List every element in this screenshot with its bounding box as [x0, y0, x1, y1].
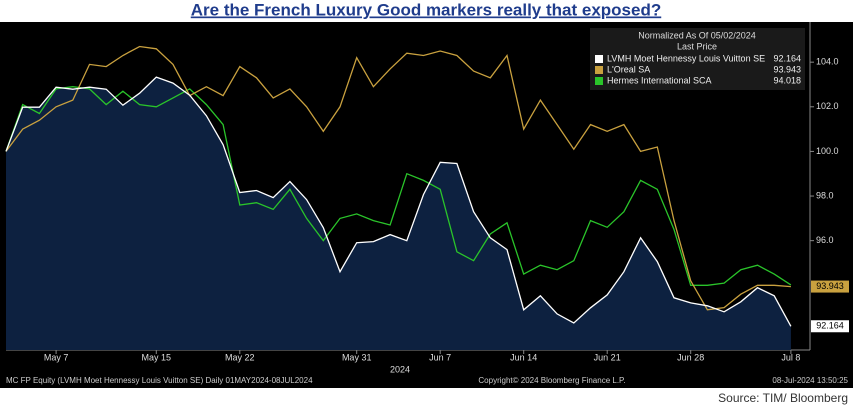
legend-label: L'Oreal SA — [607, 64, 650, 74]
x-tick-label: May 15 — [142, 352, 172, 362]
footer-right: 08-Jul-2024 13:50:25 — [772, 376, 848, 385]
line — [5, 86, 792, 286]
footer-center: Copyright© 2024 Bloomberg Finance L.P. — [478, 376, 625, 385]
legend-value: 94.018 — [773, 75, 801, 85]
x-tick-label: Jun 14 — [510, 352, 537, 362]
y-tick-label: 104.0 — [816, 57, 839, 67]
legend-value: 93.943 — [773, 64, 801, 74]
line — [5, 45, 791, 311]
legend-value: 92.164 — [773, 53, 801, 63]
legend-subtitle: Last Price — [677, 41, 717, 51]
x-tick-label: Jun 21 — [594, 352, 621, 362]
legend-swatch — [595, 66, 603, 74]
x-tick-label: Jul 8 — [781, 352, 800, 362]
x-tick-label: Jun 28 — [677, 352, 704, 362]
chart-title: Are the French Luxury Good markers reall… — [191, 0, 661, 19]
area — [6, 77, 791, 350]
source: Source: TIM/ Bloomberg — [718, 391, 848, 405]
footer-left: MC FP Equity (LVMH Moet Hennessy Louis V… — [6, 376, 313, 385]
line — [5, 76, 792, 327]
x-tick-label: May 7 — [44, 352, 69, 362]
value-tag-label: 93.943 — [816, 281, 844, 291]
legend-label: LVMH Moet Hennessy Louis Vuitton SE — [607, 53, 765, 63]
legend-swatch — [595, 77, 603, 85]
y-tick-label: 96.0 — [816, 235, 834, 245]
legend-swatch — [595, 55, 603, 63]
legend-label: Hermes International SCA — [607, 75, 712, 85]
legend-box — [590, 28, 805, 90]
legend-title: Normalized As Of 05/02/2024 — [638, 30, 756, 40]
x-axis-label: 2024 — [390, 364, 410, 374]
y-tick-label: 100.0 — [816, 146, 839, 156]
x-tick-label: Jun 7 — [429, 352, 451, 362]
y-tick-label: 98.0 — [816, 190, 834, 200]
x-tick-label: May 31 — [342, 352, 372, 362]
value-tag — [811, 280, 849, 293]
x-tick-label: May 22 — [225, 352, 255, 362]
value-tag — [811, 320, 849, 333]
y-tick-label: 102.0 — [816, 101, 839, 111]
value-tag-label: 92.164 — [816, 321, 844, 331]
